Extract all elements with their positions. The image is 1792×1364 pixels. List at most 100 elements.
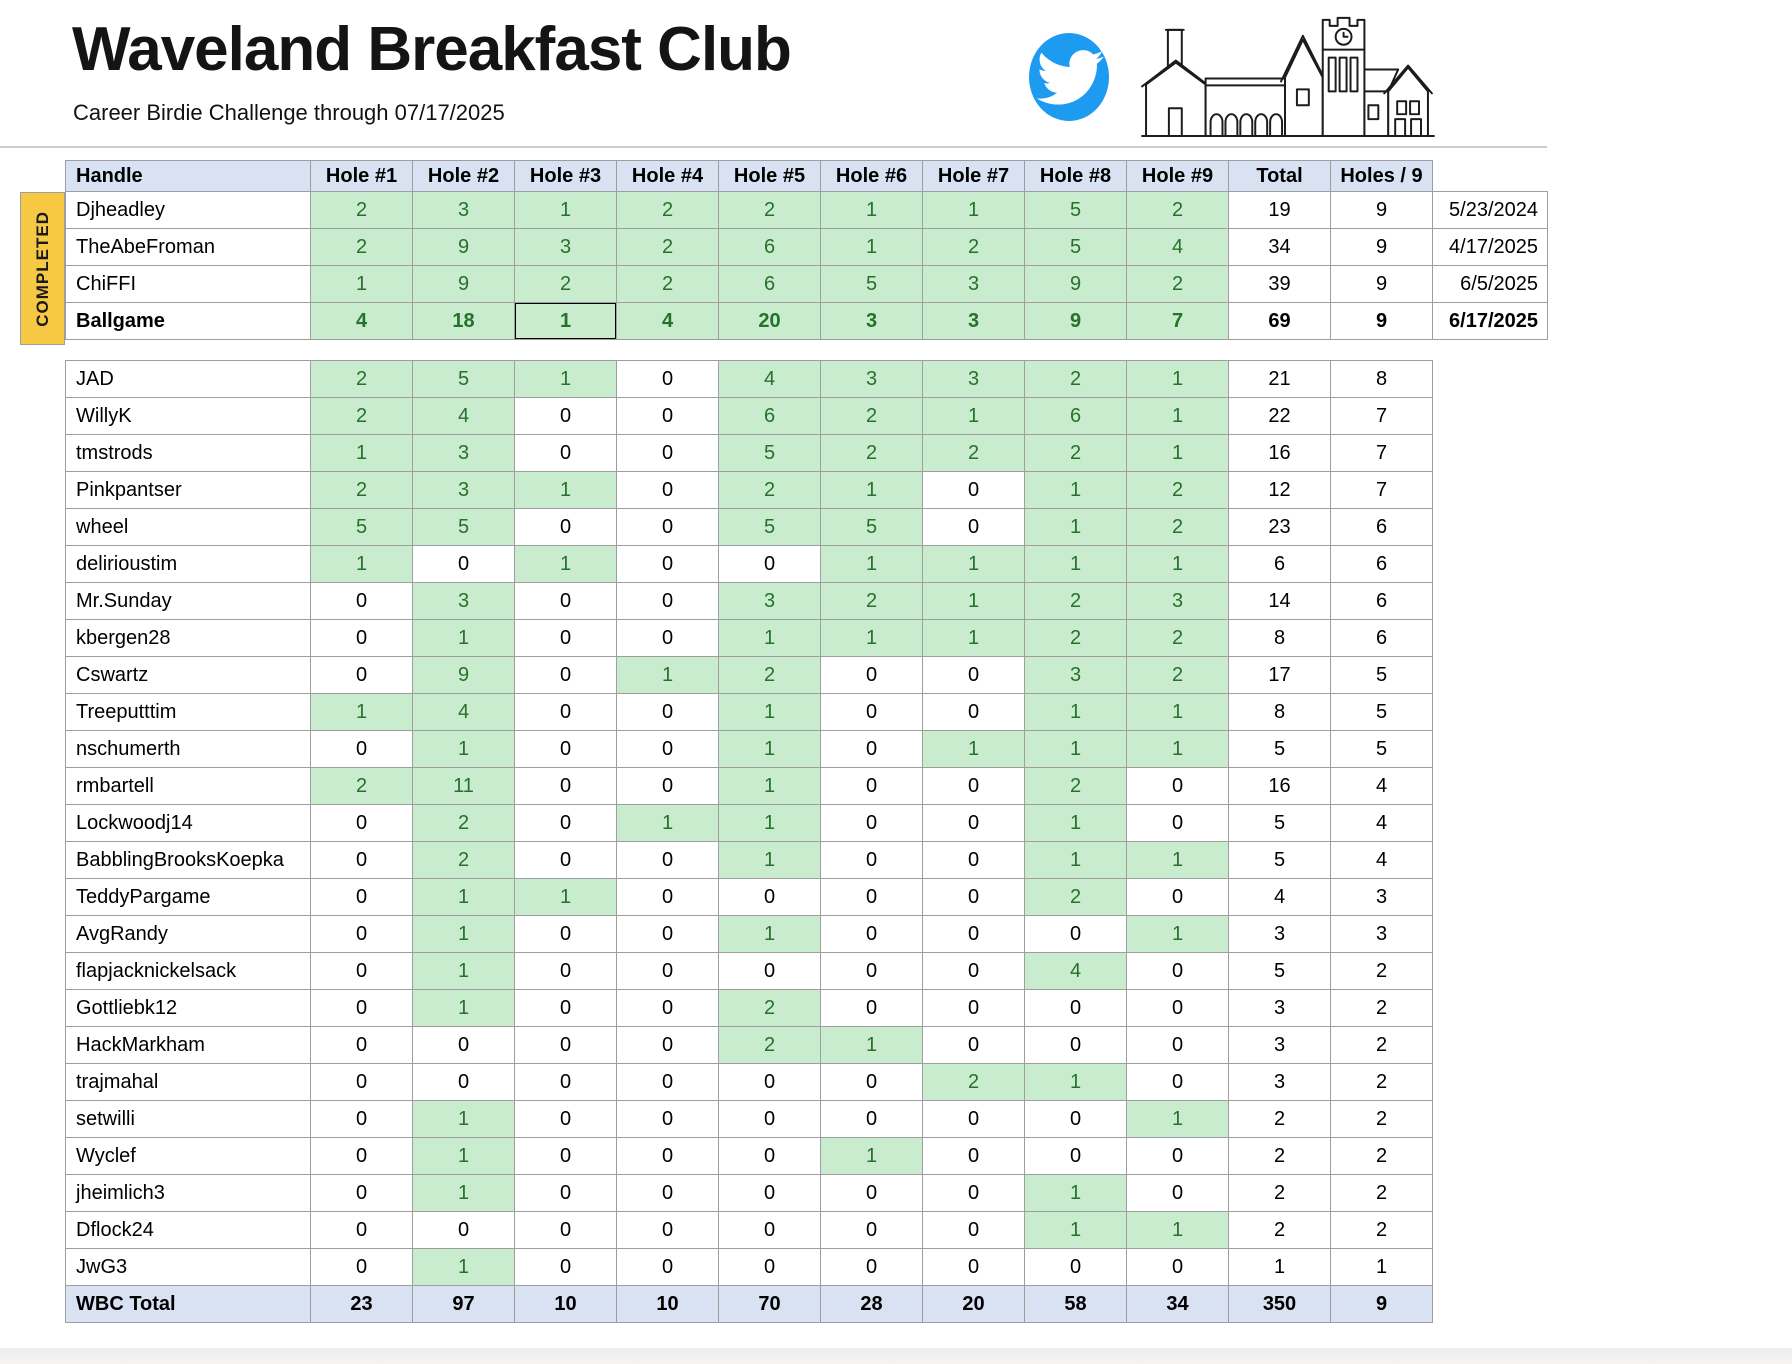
score-cell[interactable]: 6	[718, 228, 821, 266]
total-cell[interactable]: 21	[1228, 360, 1331, 398]
score-cell[interactable]: 0	[1024, 1137, 1127, 1175]
score-cell[interactable]: 2	[310, 191, 413, 229]
completed-banner[interactable]: COMPLETED	[20, 192, 65, 345]
score-cell[interactable]: 0	[616, 397, 719, 435]
column-header[interactable]: Hole #8	[1024, 160, 1127, 192]
score-cell[interactable]: 0	[616, 434, 719, 472]
score-cell[interactable]: 0	[922, 841, 1025, 879]
score-cell[interactable]: 97	[412, 1285, 515, 1323]
score-cell[interactable]: 1	[718, 730, 821, 768]
score-cell[interactable]: 1	[514, 471, 617, 509]
score-cell[interactable]: 2	[820, 582, 923, 620]
handle-cell[interactable]: setwilli	[65, 1100, 311, 1138]
score-cell[interactable]: 3	[922, 360, 1025, 398]
score-cell[interactable]: 0	[514, 841, 617, 879]
score-cell[interactable]: 0	[310, 841, 413, 879]
handle-cell[interactable]: wheel	[65, 508, 311, 546]
score-cell[interactable]: 0	[1126, 804, 1229, 842]
score-cell[interactable]: 1	[1024, 471, 1127, 509]
score-cell[interactable]: 0	[616, 693, 719, 731]
handle-cell[interactable]: Treeputttim	[65, 693, 311, 731]
score-cell[interactable]: 0	[616, 1100, 719, 1138]
score-cell[interactable]: 3	[1126, 582, 1229, 620]
score-cell[interactable]: 0	[820, 804, 923, 842]
score-cell[interactable]: 0	[718, 1063, 821, 1101]
score-cell[interactable]: 3	[412, 582, 515, 620]
score-cell[interactable]: 0	[514, 1211, 617, 1249]
handle-cell[interactable]: JwG3	[65, 1248, 311, 1286]
score-cell[interactable]: 1	[412, 730, 515, 768]
total-cell[interactable]: 19	[1228, 191, 1331, 229]
score-cell[interactable]: 0	[616, 1248, 719, 1286]
holes-played-cell[interactable]: 4	[1330, 804, 1433, 842]
score-cell[interactable]: 1	[1126, 360, 1229, 398]
score-cell[interactable]: 1	[922, 730, 1025, 768]
score-cell[interactable]: 0	[616, 952, 719, 990]
total-cell[interactable]: 16	[1228, 434, 1331, 472]
score-cell[interactable]: 0	[820, 952, 923, 990]
score-cell[interactable]: 0	[718, 1174, 821, 1212]
score-cell[interactable]: 2	[310, 471, 413, 509]
score-cell[interactable]: 0	[616, 767, 719, 805]
score-cell[interactable]: 4	[412, 693, 515, 731]
score-cell[interactable]: 2	[718, 989, 821, 1027]
score-cell[interactable]: 1	[514, 878, 617, 916]
holes-played-cell[interactable]: 9	[1330, 265, 1433, 303]
score-cell[interactable]: 0	[412, 1063, 515, 1101]
holes-played-cell[interactable]: 9	[1330, 191, 1433, 229]
holes-played-cell[interactable]: 6	[1330, 619, 1433, 657]
score-cell[interactable]: 3	[718, 582, 821, 620]
handle-cell[interactable]: tmstrods	[65, 434, 311, 472]
score-cell[interactable]: 1	[1126, 730, 1229, 768]
holes-played-cell[interactable]: 2	[1330, 1211, 1433, 1249]
score-cell[interactable]: 0	[514, 508, 617, 546]
handle-cell[interactable]: kbergen28	[65, 619, 311, 657]
score-cell[interactable]: 0	[1024, 915, 1127, 953]
score-cell[interactable]: 0	[616, 989, 719, 1027]
score-cell[interactable]: 0	[616, 508, 719, 546]
score-cell[interactable]: 4	[718, 360, 821, 398]
score-cell[interactable]: 0	[1126, 989, 1229, 1027]
score-cell[interactable]: 0	[718, 878, 821, 916]
score-cell[interactable]: 2	[1126, 191, 1229, 229]
holes-played-cell[interactable]: 4	[1330, 841, 1433, 879]
score-cell[interactable]: 3	[412, 434, 515, 472]
handle-cell[interactable]: Cswartz	[65, 656, 311, 694]
score-cell[interactable]: 1	[1024, 1174, 1127, 1212]
handle-cell[interactable]: nschumerth	[65, 730, 311, 768]
score-cell[interactable]: 0	[514, 952, 617, 990]
score-cell[interactable]: 0	[310, 656, 413, 694]
score-cell[interactable]: 0	[310, 804, 413, 842]
score-cell[interactable]: 2	[310, 767, 413, 805]
score-cell[interactable]: 2	[1024, 582, 1127, 620]
score-cell[interactable]: 2	[310, 228, 413, 266]
score-cell[interactable]: 6	[718, 397, 821, 435]
score-cell[interactable]: 1	[718, 693, 821, 731]
handle-cell[interactable]: Lockwoodj14	[65, 804, 311, 842]
holes-played-cell[interactable]: 3	[1330, 915, 1433, 953]
score-cell[interactable]: 5	[718, 508, 821, 546]
score-cell[interactable]: 7	[1126, 302, 1229, 340]
score-cell[interactable]: 2	[1024, 619, 1127, 657]
score-cell[interactable]: 1	[922, 191, 1025, 229]
total-cell[interactable]: 17	[1228, 656, 1331, 694]
score-cell[interactable]: 2	[616, 265, 719, 303]
score-cell[interactable]: 2	[1126, 471, 1229, 509]
score-cell[interactable]: 1	[412, 878, 515, 916]
score-cell[interactable]: 0	[514, 1100, 617, 1138]
holes-played-cell[interactable]: 2	[1330, 1137, 1433, 1175]
handle-cell[interactable]: rmbartell	[65, 767, 311, 805]
score-cell[interactable]: 0	[922, 1100, 1025, 1138]
column-header[interactable]: Hole #2	[412, 160, 515, 192]
total-cell[interactable]: 22	[1228, 397, 1331, 435]
column-header[interactable]: Hole #6	[820, 160, 923, 192]
holes-played-cell[interactable]: 4	[1330, 767, 1433, 805]
score-cell[interactable]: 3	[922, 265, 1025, 303]
score-cell[interactable]: 2	[412, 804, 515, 842]
score-cell[interactable]: 4	[310, 302, 413, 340]
holes-played-cell[interactable]: 9	[1330, 302, 1433, 340]
column-header[interactable]: Total	[1228, 160, 1331, 192]
score-cell[interactable]: 2	[820, 434, 923, 472]
score-cell[interactable]: 4	[1126, 228, 1229, 266]
holes-played-cell[interactable]: 5	[1330, 656, 1433, 694]
